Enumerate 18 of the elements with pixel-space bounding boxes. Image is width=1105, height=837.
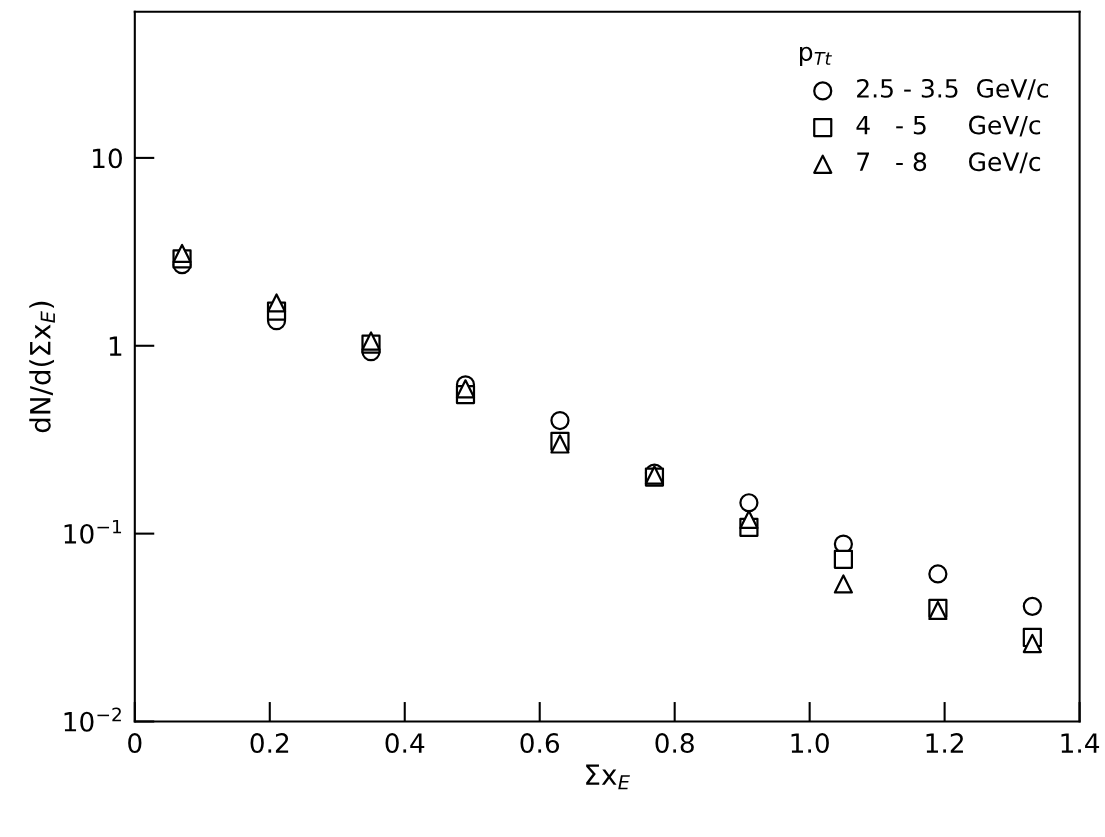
y-tick-label: 10$^{−2}$	[64, 707, 121, 732]
x-tick-label: 1.2	[926, 733, 963, 753]
legend-label: 7 - 8 GeV/c	[857, 152, 1041, 174]
y-axis-title: dN/d(Σx$_{E}$)	[29, 301, 55, 433]
y-tick-label: 10$^{−1}$	[64, 519, 122, 544]
x-tick-label: 0.2	[250, 733, 289, 754]
x-tick-label: 1.4	[1061, 733, 1100, 753]
legend-label: 2.5 - 3.5 GeV/c	[857, 78, 1049, 100]
x-tick-label: 0.8	[655, 733, 694, 754]
y-tick-label: 10	[93, 148, 122, 169]
x-tick-label: 0	[128, 733, 142, 754]
x-tick-label: 0.6	[520, 733, 560, 754]
y-tick-label: 1	[109, 336, 122, 356]
x-tick-label: 1.0	[791, 733, 829, 754]
x-axis-title: Σx$_{E}$	[586, 764, 630, 790]
legend-title: p$_{Tt}$	[800, 46, 832, 66]
x-tick-label: 0.4	[385, 733, 425, 754]
legend-label: 4 - 5 GeV/c	[856, 115, 1041, 137]
